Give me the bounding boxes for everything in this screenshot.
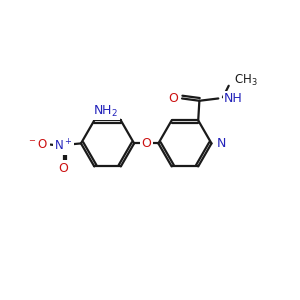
Text: NH$_2$: NH$_2$ [93,103,118,119]
Text: O: O [141,137,151,150]
Text: NH: NH [224,92,243,105]
Text: N: N [217,137,226,150]
Text: CH$_3$: CH$_3$ [234,72,257,88]
Text: $^-$O: $^-$O [28,138,49,151]
Text: N$^+$: N$^+$ [54,138,73,153]
Text: O: O [59,162,69,175]
Text: O: O [168,92,178,105]
